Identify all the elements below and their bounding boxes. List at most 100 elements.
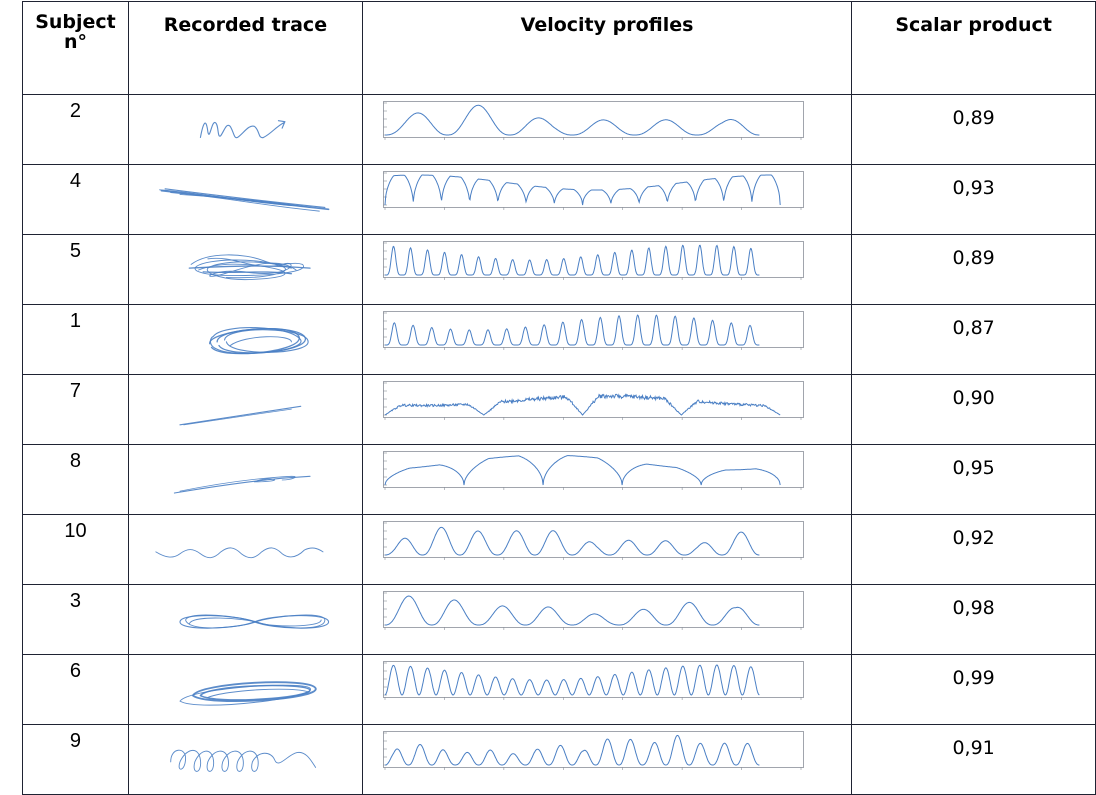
velocity-curve — [384, 526, 760, 556]
velocity-curve — [384, 664, 760, 696]
table-row: 8 0,95 — [22, 444, 1096, 515]
trace-stroke — [159, 188, 293, 206]
velocity-plot — [382, 241, 804, 280]
trace-stroke — [189, 264, 312, 274]
table-row: 9 0,91 — [22, 724, 1096, 795]
trace-drawing — [174, 475, 311, 494]
subject-number: 2 — [22, 94, 129, 165]
scalar-product-value: 0,87 — [851, 304, 1096, 375]
trace-stroke — [254, 477, 276, 482]
scalar-product-value: 0,90 — [851, 374, 1096, 445]
trace-drawing — [209, 326, 310, 354]
subject-number: 10 — [22, 514, 129, 585]
plot-frame — [382, 311, 804, 348]
trace-stroke — [230, 335, 293, 346]
velocity-profile-cell — [361, 514, 853, 585]
trace-drawing — [179, 680, 317, 706]
trace-drawing — [179, 614, 330, 629]
trace-stroke — [179, 405, 302, 425]
table-row: 10 0,92 — [22, 514, 1096, 585]
plot-frame — [382, 241, 804, 278]
recorded-trace-cell — [127, 374, 363, 445]
subject-number: 7 — [22, 374, 129, 445]
table-row: 5 0,89 — [22, 234, 1096, 305]
header-velocity: Velocity profiles — [361, 1, 853, 95]
trace-stroke — [179, 193, 311, 208]
recorded-trace-cell — [127, 164, 363, 235]
subject-number: 6 — [22, 654, 129, 725]
trace-stroke — [165, 187, 326, 208]
table-row: 3 0,98 — [22, 584, 1096, 655]
velocity-plot — [382, 171, 804, 210]
scalar-product-value: 0,89 — [851, 94, 1096, 165]
trace-stroke — [183, 408, 293, 425]
velocity-curve — [384, 595, 760, 626]
subject-number: 5 — [22, 234, 129, 305]
velocity-plot — [382, 521, 804, 560]
trace-stroke — [185, 614, 326, 628]
trace-drawing — [189, 253, 312, 280]
table-row: 1 0,87 — [22, 304, 1096, 375]
trace-stroke — [210, 326, 302, 354]
trace-stroke — [200, 119, 286, 138]
velocity-plot — [382, 451, 804, 490]
velocity-curve — [384, 455, 781, 486]
plot-frame — [382, 451, 804, 488]
trace-stroke — [170, 191, 321, 212]
recorded-trace-cell — [127, 94, 363, 165]
trace-stroke — [189, 617, 323, 626]
velocity-curve — [384, 393, 781, 416]
velocity-plot — [382, 101, 804, 140]
recorded-trace-cell — [127, 654, 363, 725]
scalar-product-value: 0,98 — [851, 584, 1096, 655]
trace-stroke — [155, 546, 324, 558]
trace-drawing — [155, 546, 324, 558]
velocity-curve — [384, 734, 760, 766]
trace-drawing — [159, 187, 330, 212]
table-row: 2 0,89 — [22, 94, 1096, 165]
trace-stroke — [179, 684, 311, 706]
velocity-profile-cell — [361, 584, 853, 655]
recorded-trace-cell — [127, 584, 363, 655]
velocity-plot — [382, 591, 804, 630]
scalar-product-value: 0,92 — [851, 514, 1096, 585]
table-row: 6 0,99 — [22, 654, 1096, 725]
plot-frame — [382, 381, 804, 418]
recorded-trace-cell — [127, 234, 363, 305]
trace-drawing — [170, 749, 317, 772]
velocity-profile-cell — [361, 234, 853, 305]
trace-stroke — [174, 475, 311, 494]
trace-drawing — [179, 405, 302, 425]
scalar-product-value: 0,91 — [851, 724, 1096, 795]
recorded-trace-cell — [127, 304, 363, 375]
recorded-trace-cell — [127, 444, 363, 515]
velocity-plot — [382, 311, 804, 350]
scalar-product-value: 0,89 — [851, 234, 1096, 305]
header-scalar: Scalar product — [851, 1, 1096, 95]
trace-stroke — [180, 475, 297, 492]
trace-stroke — [170, 749, 317, 772]
subject-number: 8 — [22, 444, 129, 515]
plot-frame — [382, 101, 804, 138]
velocity-curve — [384, 104, 760, 136]
plot-frame — [382, 521, 804, 558]
scalar-product-value: 0,99 — [851, 654, 1096, 725]
plot-frame — [382, 731, 804, 768]
velocity-curve — [384, 314, 760, 346]
velocity-curve — [384, 244, 760, 276]
trace-stroke — [224, 328, 310, 353]
plot-frame — [382, 591, 804, 628]
velocity-plot — [382, 731, 804, 770]
velocity-profile-cell — [361, 164, 853, 235]
recorded-trace-cell — [127, 724, 363, 795]
trace-stroke — [198, 260, 293, 280]
results-table: Subject n° Recorded trace Velocity profi… — [22, 1, 1096, 795]
recorded-trace-cell — [127, 514, 363, 585]
header-row: Subject n° Recorded trace Velocity profi… — [22, 1, 1096, 95]
table-row: 7 0,90 — [22, 374, 1096, 445]
subject-number: 3 — [22, 584, 129, 655]
velocity-plot — [382, 381, 804, 420]
velocity-profile-cell — [361, 444, 853, 515]
scalar-product-value: 0,93 — [851, 164, 1096, 235]
header-subject: Subject n° — [22, 1, 129, 95]
